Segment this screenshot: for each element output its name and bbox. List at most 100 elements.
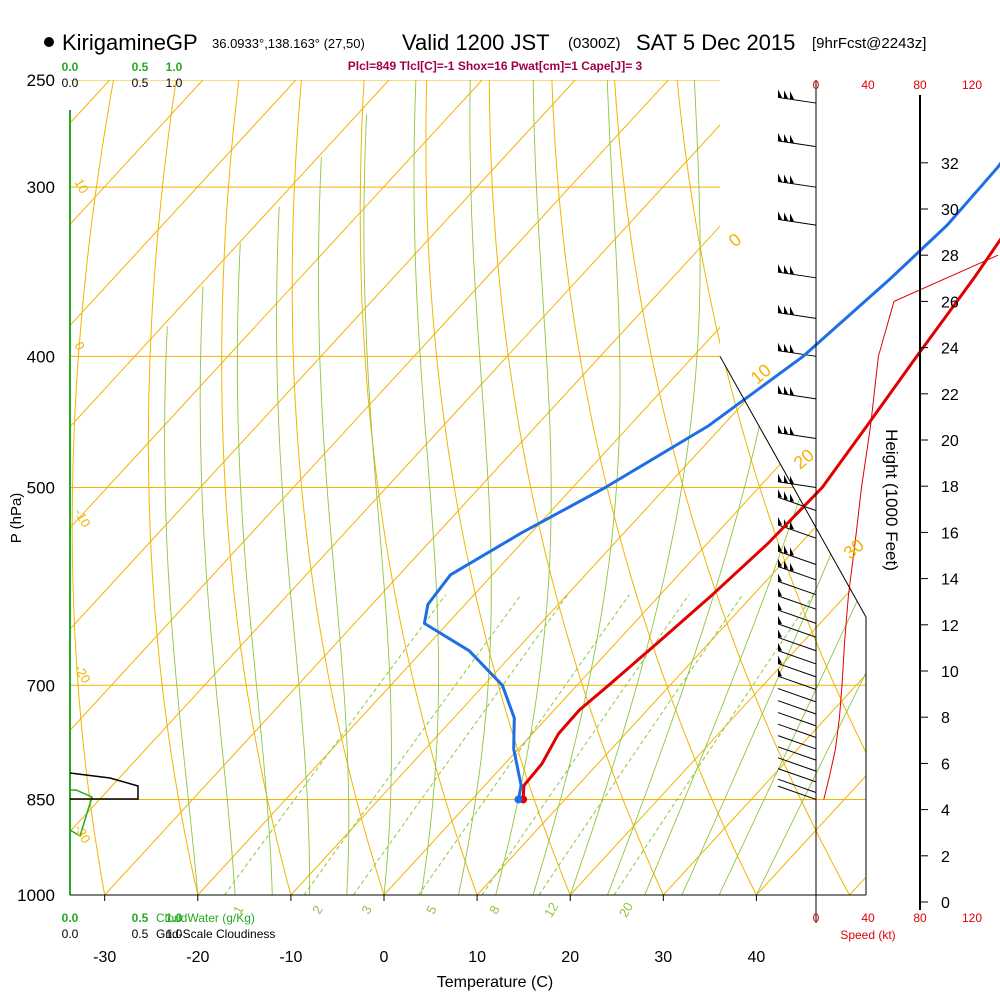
mixing-ratio-label: 12 — [541, 900, 561, 920]
isotherm-line — [662, 80, 866, 895]
pressure-tick-label: 850 — [27, 790, 55, 809]
cloud-water-title: CloudWater (g/Kg) — [156, 911, 255, 925]
wind-barb-flag-icon — [784, 545, 788, 554]
wind-barb-flag-icon — [778, 602, 782, 611]
mixing-ratio-label: 20 — [616, 900, 636, 920]
wind-barb-flag-icon — [790, 91, 794, 100]
dry-adiabat-line — [614, 80, 850, 895]
wind-barbs — [777, 89, 817, 800]
speed-tick-label: 120 — [962, 78, 982, 92]
wind-barb-flag-icon — [784, 560, 788, 569]
wind-barb-icon — [777, 663, 817, 678]
wind-barb-icon — [777, 392, 817, 400]
wind-barb-flag-icon — [790, 344, 794, 353]
wind-barb-flag-icon — [778, 424, 782, 433]
dry-adiabat-line — [359, 80, 478, 895]
height-tick-label: 8 — [941, 710, 950, 727]
x-axis-title: Temperature (C) — [437, 974, 553, 991]
wind-barb-flag-icon — [778, 629, 782, 638]
wind-barb-flag-icon — [778, 615, 782, 624]
height-tick-label: 6 — [941, 756, 950, 773]
wind-barb-icon — [777, 623, 817, 638]
wind-barb-flag-icon — [790, 562, 794, 571]
wind-barb-flag-icon — [784, 425, 788, 434]
pressure-tick-label: 500 — [27, 479, 55, 498]
wind-barb-flag-icon — [778, 642, 782, 651]
wind-barb-icon — [777, 580, 817, 596]
pressure-tick-label: 700 — [27, 676, 55, 695]
wind-barb-flag-icon — [784, 90, 788, 99]
speed-tick-label: 40 — [861, 78, 875, 92]
dry-adiabat-line — [425, 80, 571, 895]
wind-barb-icon — [777, 688, 817, 703]
pressure-tick-label: 250 — [27, 71, 55, 90]
station-name: KirigamineGP — [62, 30, 198, 55]
wind-barb-icon — [777, 350, 817, 357]
dry-adiabat-line — [71, 80, 114, 895]
wind-barb-icon — [777, 481, 817, 488]
dry-adiabat-line — [147, 80, 199, 895]
height-tick-label: 16 — [941, 525, 959, 542]
wind-barb-icon — [777, 778, 817, 793]
adiabat-label: -30 — [71, 822, 93, 846]
wind-barb-icon — [777, 700, 817, 715]
mixing-ratio-line — [224, 594, 447, 895]
pressure-tick-label: 300 — [27, 178, 55, 197]
cloudiness-tick-label: 0.0 — [62, 76, 79, 90]
wind-barb-icon — [777, 712, 817, 727]
sounding-indices: Plcl=849 Tlcl[C]=-1 Shox=16 Pwat[cm]=1 C… — [348, 59, 643, 73]
diagram-background-lines — [70, 80, 1000, 895]
x-tick-label: 40 — [748, 949, 766, 966]
height-tick-label: 28 — [941, 248, 959, 265]
height-tick-label: 22 — [941, 387, 959, 404]
x-tick-label: 20 — [561, 949, 579, 966]
wind-barb-icon — [777, 636, 817, 652]
adiabat-label: 0 — [725, 229, 746, 251]
pressure-tick-label: 400 — [27, 347, 55, 366]
wind-barb-icon — [777, 723, 817, 738]
height-axis-title: Height (1000 Feet) — [882, 429, 901, 571]
cloudiness-title: Grid-Scale Cloudiness — [156, 927, 275, 941]
isotherm-line — [70, 80, 762, 895]
wind-barb-flag-icon — [778, 385, 782, 394]
x-tick-label: 30 — [654, 949, 672, 966]
x-tick-label: 10 — [468, 949, 486, 966]
height-tick-label: 2 — [941, 849, 950, 866]
wind-barb-flag-icon — [778, 489, 782, 498]
wind-barb-flag-icon — [790, 493, 794, 502]
wind-barb-flag-icon — [784, 133, 788, 142]
dry-adiabat-line — [291, 80, 385, 895]
dry-adiabat-line — [928, 80, 1000, 895]
pressure-tick-label: 1000 — [17, 886, 55, 905]
isotherm-line — [70, 80, 204, 895]
wind-barb-icon — [777, 496, 817, 512]
dry-adiabat-line — [551, 80, 757, 895]
moist-adiabat-line — [458, 80, 492, 895]
wind-barb-flag-icon — [784, 491, 788, 500]
cloudiness-tick-label: 0.5 — [132, 76, 149, 90]
x-tick-label: 0 — [380, 949, 389, 966]
wind-barb-icon — [777, 746, 817, 761]
adiabat-label: 30 — [840, 535, 868, 563]
mixing-ratio-line — [303, 594, 522, 895]
cloud-water-tick-label: 1.0 — [166, 911, 183, 925]
isotherm-line — [70, 80, 297, 895]
cloud-water-tick-label: 0.5 — [132, 911, 149, 925]
forecast-info: [9hrFcst@2243z] — [812, 35, 926, 52]
wind-barb-icon — [777, 271, 817, 279]
wind-barb-flag-icon — [784, 343, 788, 352]
mixing-ratio-label: 2 — [309, 903, 326, 917]
wind-barb-icon — [777, 312, 817, 319]
plot-boundary — [719, 356, 867, 895]
dry-adiabat-line — [221, 80, 292, 895]
isotherm-line — [290, 80, 866, 895]
moist-adiabat-line — [755, 80, 866, 895]
wind-barb-flag-icon — [790, 521, 794, 530]
speed-tick-label: 0 — [813, 911, 820, 925]
cloudiness-line — [69, 772, 139, 800]
x-tick-label: -10 — [279, 949, 302, 966]
wind-barb-flag-icon — [778, 516, 782, 525]
wind-barb-flag-icon — [778, 173, 782, 182]
mixing-ratio-label: 8 — [486, 903, 503, 917]
wind-barb-icon — [777, 609, 817, 624]
